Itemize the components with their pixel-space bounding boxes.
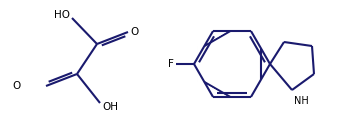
Text: O: O (130, 27, 138, 37)
Text: F: F (168, 59, 174, 69)
Text: O: O (12, 81, 20, 91)
Text: HO: HO (54, 10, 70, 20)
Text: OH: OH (102, 102, 118, 112)
Text: NH: NH (294, 96, 309, 106)
